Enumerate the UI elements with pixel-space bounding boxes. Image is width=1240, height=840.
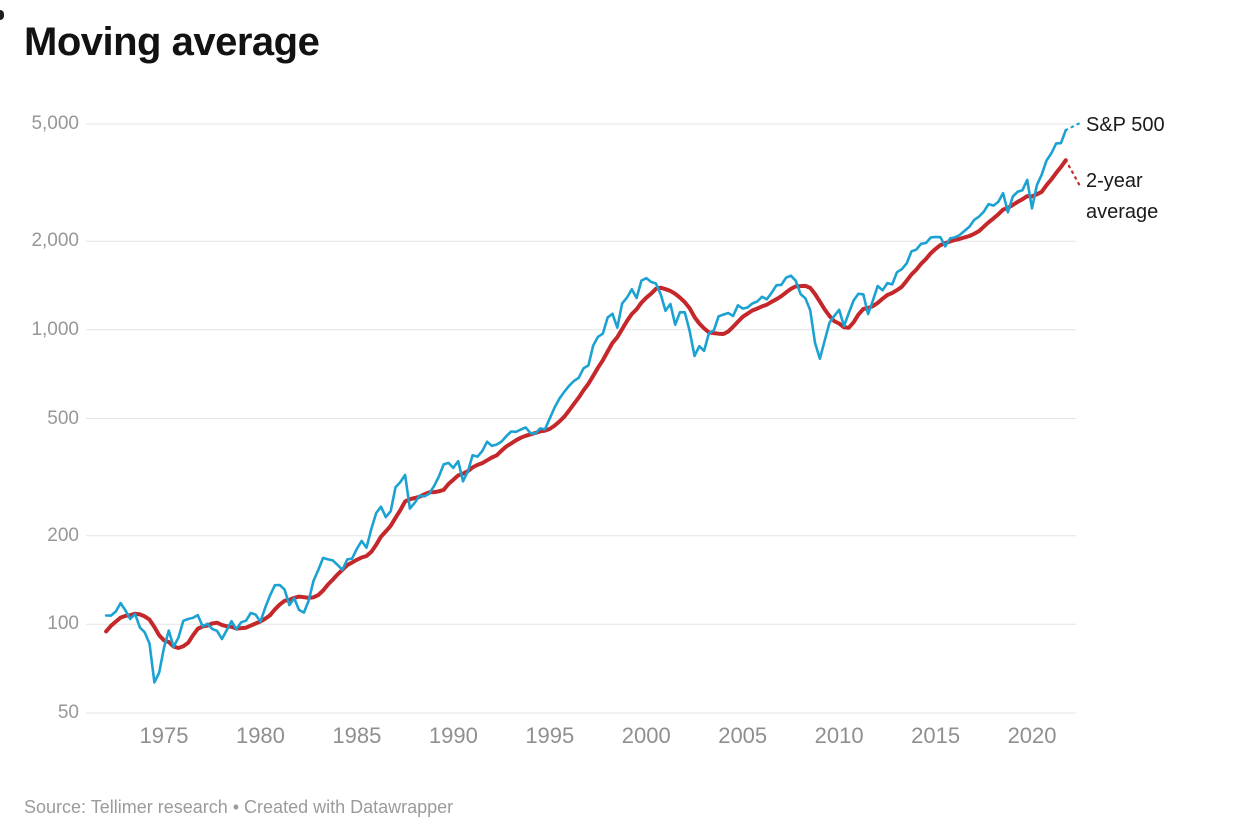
- series-label-2yr-average-line2: average: [1086, 201, 1159, 223]
- average-series-line: [104, 158, 1068, 650]
- series-label-2yr-average-line1: 2-year: [1086, 170, 1143, 192]
- chart-title: Moving average: [24, 20, 320, 64]
- sp500-series-line: [104, 128, 1068, 684]
- sp500-leader-line: [1064, 121, 1082, 132]
- average-leader-line: [1064, 159, 1082, 188]
- series-label-sp500: S&P 500: [1086, 114, 1165, 136]
- source-attribution: Source: Tellimer research • Created with…: [24, 797, 454, 817]
- series-label-2yr-average: 2-year average: [1086, 166, 1158, 228]
- screen-corner-artifact: [0, 10, 4, 20]
